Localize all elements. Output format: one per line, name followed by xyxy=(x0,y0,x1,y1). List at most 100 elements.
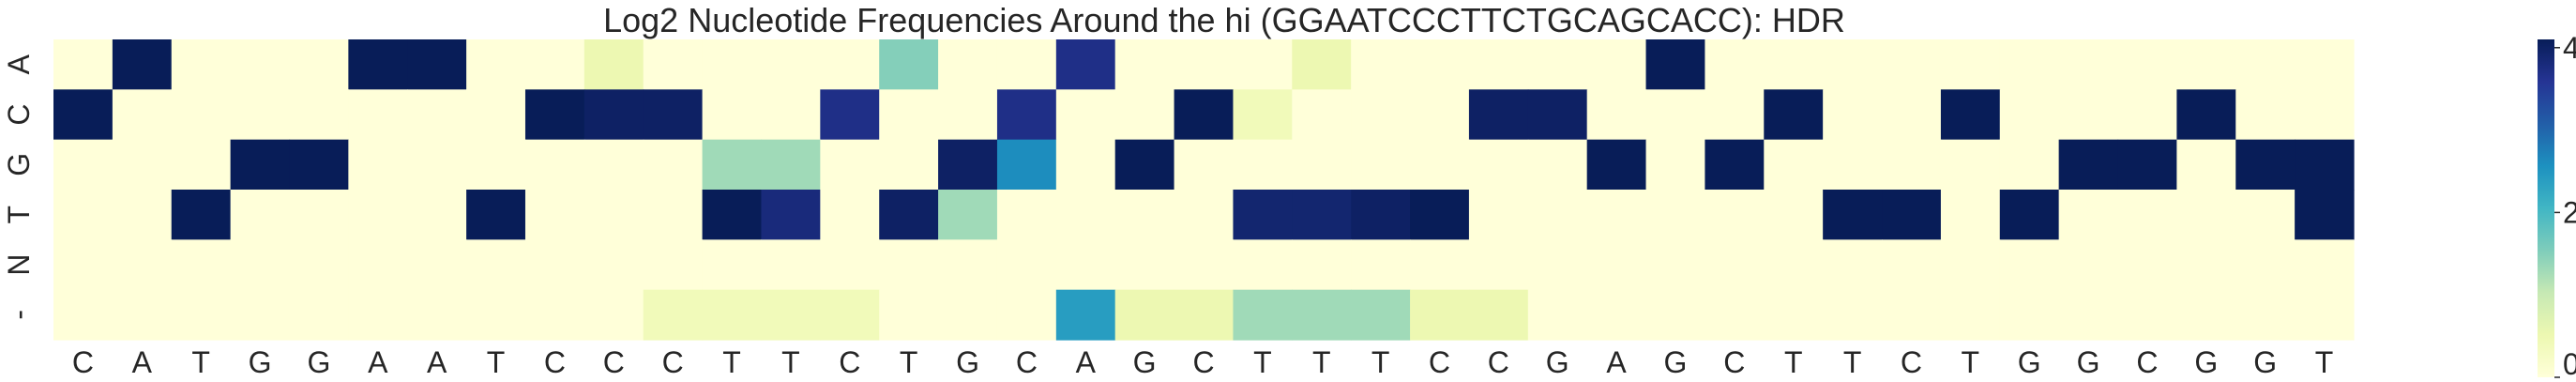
heatmap-cell-G-36 xyxy=(2117,139,2177,191)
column-label: T xyxy=(191,345,210,379)
heatmap-cell-N-21 xyxy=(1233,239,1293,291)
heatmap-cell---31 xyxy=(1823,289,1883,341)
heatmap-cell-C-14 xyxy=(820,89,880,141)
heatmap-cell---16 xyxy=(938,289,998,341)
heatmap-cell-G-4 xyxy=(230,139,291,191)
heatmap-cell-T-2 xyxy=(112,190,173,240)
heatmap-cell-C-7 xyxy=(407,89,467,141)
heatmap-cell---21 xyxy=(1233,289,1293,341)
heatmap-cell-C-20 xyxy=(1174,89,1235,141)
heatmap-cell-N-29 xyxy=(1705,239,1765,291)
column-label: C xyxy=(1488,345,1509,379)
heatmap-cell-A-7 xyxy=(407,39,467,90)
heatmap-cell---24 xyxy=(1410,289,1470,341)
heatmap-cell---8 xyxy=(466,289,526,341)
heatmap-cell-A-13 xyxy=(761,39,821,90)
column-label: T xyxy=(487,345,506,379)
heatmap-cell---11 xyxy=(643,289,704,341)
heatmap-cell-T-33 xyxy=(1940,190,2001,240)
heatmap-cell-T-32 xyxy=(1882,190,1942,240)
heatmap-cell-C-27 xyxy=(1586,89,1647,141)
heatmap-cell-G-21 xyxy=(1233,139,1293,191)
heatmap-cell-A-6 xyxy=(348,39,408,90)
heatmap-cell-T-9 xyxy=(524,190,585,240)
heatmap-cell-C-32 xyxy=(1882,89,1942,141)
heatmap-cell-N-23 xyxy=(1351,239,1411,291)
row-label: - xyxy=(2,310,36,320)
heatmap-cell-N-24 xyxy=(1410,239,1470,291)
heatmap-cell-T-8 xyxy=(466,190,526,240)
row-labels: A C G T N - xyxy=(2,53,36,319)
heatmap-cell-T-27 xyxy=(1586,190,1647,240)
heatmap-cell-N-38 xyxy=(2235,239,2296,291)
heatmap-cell-A-3 xyxy=(171,39,232,90)
heatmap-cell-C-19 xyxy=(1114,89,1175,141)
heatmap-cell-T-39 xyxy=(2295,190,2355,240)
heatmap-cell-G-13 xyxy=(761,139,821,191)
heatmap-cell-N-34 xyxy=(1999,239,2060,291)
heatmap-cell-G-27 xyxy=(1586,139,1647,191)
heatmap-cell-C-9 xyxy=(524,89,585,141)
heatmap-cell-G-5 xyxy=(289,139,349,191)
heatmap-cell-C-15 xyxy=(879,89,939,141)
column-label: G xyxy=(1664,345,1688,379)
column-label: G xyxy=(2194,345,2218,379)
heatmap-cell---32 xyxy=(1882,289,1942,341)
heatmap-cell-A-36 xyxy=(2117,39,2177,90)
column-label: G xyxy=(1133,345,1157,379)
heatmap-cell-A-26 xyxy=(1527,39,1588,90)
heatmap-cell-G-37 xyxy=(2176,139,2236,191)
heatmap-cell-T-21 xyxy=(1233,190,1293,240)
heatmap-cell---5 xyxy=(289,289,349,341)
column-label: T xyxy=(1784,345,1803,379)
heatmap-cell-C-3 xyxy=(171,89,232,141)
column-label: C xyxy=(72,345,94,379)
heatmap-cell-G-38 xyxy=(2235,139,2296,191)
heatmap-cell-G-34 xyxy=(1999,139,2060,191)
heatmap-cell-G-3 xyxy=(171,139,232,191)
heatmap-cell-G-2 xyxy=(112,139,173,191)
heatmap-cell-G-15 xyxy=(879,139,939,191)
heatmap-cell-T-22 xyxy=(1292,190,1352,240)
heatmap-cell---39 xyxy=(2295,289,2355,341)
heatmap-cell-A-25 xyxy=(1468,39,1529,90)
heatmap-cell-A-15 xyxy=(879,39,939,90)
heatmap-cell-A-20 xyxy=(1174,39,1235,90)
column-label: T xyxy=(1253,345,1272,379)
heatmap-cell-A-38 xyxy=(2235,39,2296,90)
heatmap-cell-A-39 xyxy=(2295,39,2355,90)
heatmap-cell-A-28 xyxy=(1645,39,1706,90)
heatmap-cell-G-12 xyxy=(702,139,763,191)
heatmap-cell-C-34 xyxy=(1999,89,2060,141)
heatmap-cell-T-36 xyxy=(2117,190,2177,240)
heatmap-cells xyxy=(53,39,2355,341)
heatmap-cell-G-33 xyxy=(1940,139,2001,191)
heatmap-cell-A-24 xyxy=(1410,39,1470,90)
column-label: T xyxy=(2315,345,2334,379)
heatmap-cell---26 xyxy=(1527,289,1588,341)
heatmap-cell---4 xyxy=(230,289,291,341)
heatmap-cell-C-21 xyxy=(1233,89,1293,141)
heatmap-cell-T-16 xyxy=(938,190,998,240)
column-label: G xyxy=(956,345,979,379)
heatmap-cell-A-33 xyxy=(1940,39,2001,90)
heatmap-cell-T-19 xyxy=(1114,190,1175,240)
heatmap-cell-C-6 xyxy=(348,89,408,141)
heatmap-cell-G-23 xyxy=(1351,139,1411,191)
heatmap-cell-A-30 xyxy=(1764,39,1824,90)
heatmap-cell-N-33 xyxy=(1940,239,2001,291)
heatmap-cell-G-29 xyxy=(1705,139,1765,191)
heatmap-cell-G-18 xyxy=(1055,139,1116,191)
column-label: A xyxy=(1076,345,1097,379)
column-label: G xyxy=(2253,345,2277,379)
heatmap-cell-G-28 xyxy=(1645,139,1706,191)
heatmap-cell-G-39 xyxy=(2295,139,2355,191)
column-label: G xyxy=(249,345,272,379)
heatmap-cell-A-9 xyxy=(524,39,585,90)
heatmap-cell---6 xyxy=(348,289,408,341)
heatmap-cell-G-19 xyxy=(1114,139,1175,191)
heatmap-cell---10 xyxy=(583,289,644,341)
heatmap-cell-G-22 xyxy=(1292,139,1352,191)
heatmap-cell-N-37 xyxy=(2176,239,2236,291)
